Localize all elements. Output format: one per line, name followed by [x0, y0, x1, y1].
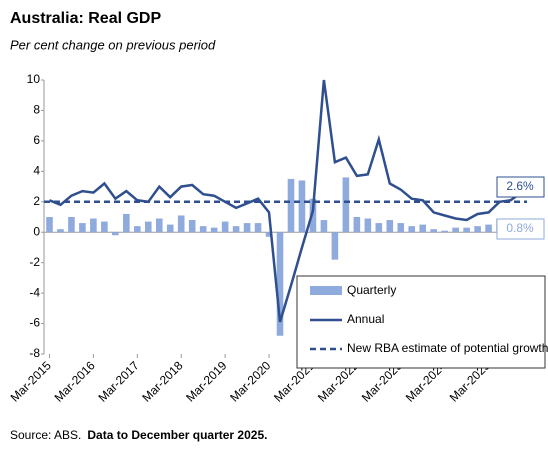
bar	[57, 229, 64, 233]
y-tick-label: -6	[29, 316, 40, 330]
bar	[397, 223, 405, 233]
end-label: 0.8%	[506, 221, 534, 235]
bar	[419, 224, 427, 233]
bar	[177, 215, 185, 233]
bar	[276, 232, 284, 336]
bar	[452, 227, 459, 233]
chart-subtitle: Per cent change on previous period	[10, 37, 216, 52]
y-tick-label: -4	[29, 285, 40, 299]
bar	[243, 223, 251, 233]
note-text: Data to December quarter 2025.	[87, 428, 267, 442]
bar	[430, 229, 437, 233]
bar	[287, 178, 295, 233]
bar	[353, 217, 361, 233]
bar	[144, 221, 152, 233]
bar	[265, 232, 273, 237]
source-text: Source: ABS.	[10, 428, 81, 442]
y-tick-label: -2	[29, 255, 40, 269]
y-tick-label: 6	[33, 133, 40, 147]
x-tick-label: Mar-2017	[95, 358, 141, 404]
bar	[155, 218, 163, 233]
bar	[46, 217, 53, 233]
legend-label: New RBA estimate of potential growth	[347, 341, 548, 355]
bar	[68, 217, 75, 233]
legend-swatch	[310, 286, 342, 295]
chart-title: Australia: Real GDP	[10, 10, 161, 27]
x-tick-label: Mar-2016	[52, 358, 98, 404]
legend-label: Quarterly	[347, 283, 396, 297]
bar	[101, 221, 108, 233]
bar	[221, 221, 229, 233]
bar	[210, 227, 218, 233]
bar	[112, 232, 119, 236]
y-tick-label: 8	[33, 103, 40, 117]
line	[49, 79, 523, 323]
end-label: 2.6%	[506, 179, 534, 193]
x-tick-label: Mar-2015	[8, 358, 54, 404]
bar	[309, 198, 317, 233]
x-tick-label: Mar-2019	[183, 358, 229, 404]
bar	[320, 220, 328, 233]
bar	[386, 220, 394, 233]
y-tick-label: 10	[27, 72, 41, 86]
y-tick-label: 4	[33, 164, 40, 178]
bar	[79, 223, 86, 233]
bar	[474, 226, 481, 233]
end-label-box	[496, 218, 545, 240]
bar	[232, 226, 240, 233]
bar	[188, 220, 196, 233]
y-tick-label: -8	[29, 346, 40, 360]
end-label-box	[496, 176, 545, 198]
y-tick-label: 0	[33, 224, 40, 238]
bar	[375, 223, 383, 233]
bar	[331, 232, 339, 260]
bar	[134, 226, 141, 233]
bar	[463, 227, 470, 233]
bar	[90, 218, 97, 233]
bar	[166, 224, 174, 233]
bar	[364, 218, 372, 233]
bar	[298, 180, 306, 233]
source: Source: ABS. Data to December quarter 202…	[10, 428, 267, 442]
bar	[342, 177, 350, 233]
bar	[408, 226, 416, 233]
bar	[441, 230, 448, 233]
bar	[123, 213, 130, 233]
y-tick-label: 2	[33, 194, 40, 208]
x-tick-label: Mar-2020	[227, 358, 273, 404]
bar	[485, 224, 492, 233]
bar	[199, 226, 207, 233]
x-tick-label: Mar-2018	[139, 358, 185, 404]
bar	[254, 223, 262, 233]
legend-label: Annual	[347, 312, 384, 326]
